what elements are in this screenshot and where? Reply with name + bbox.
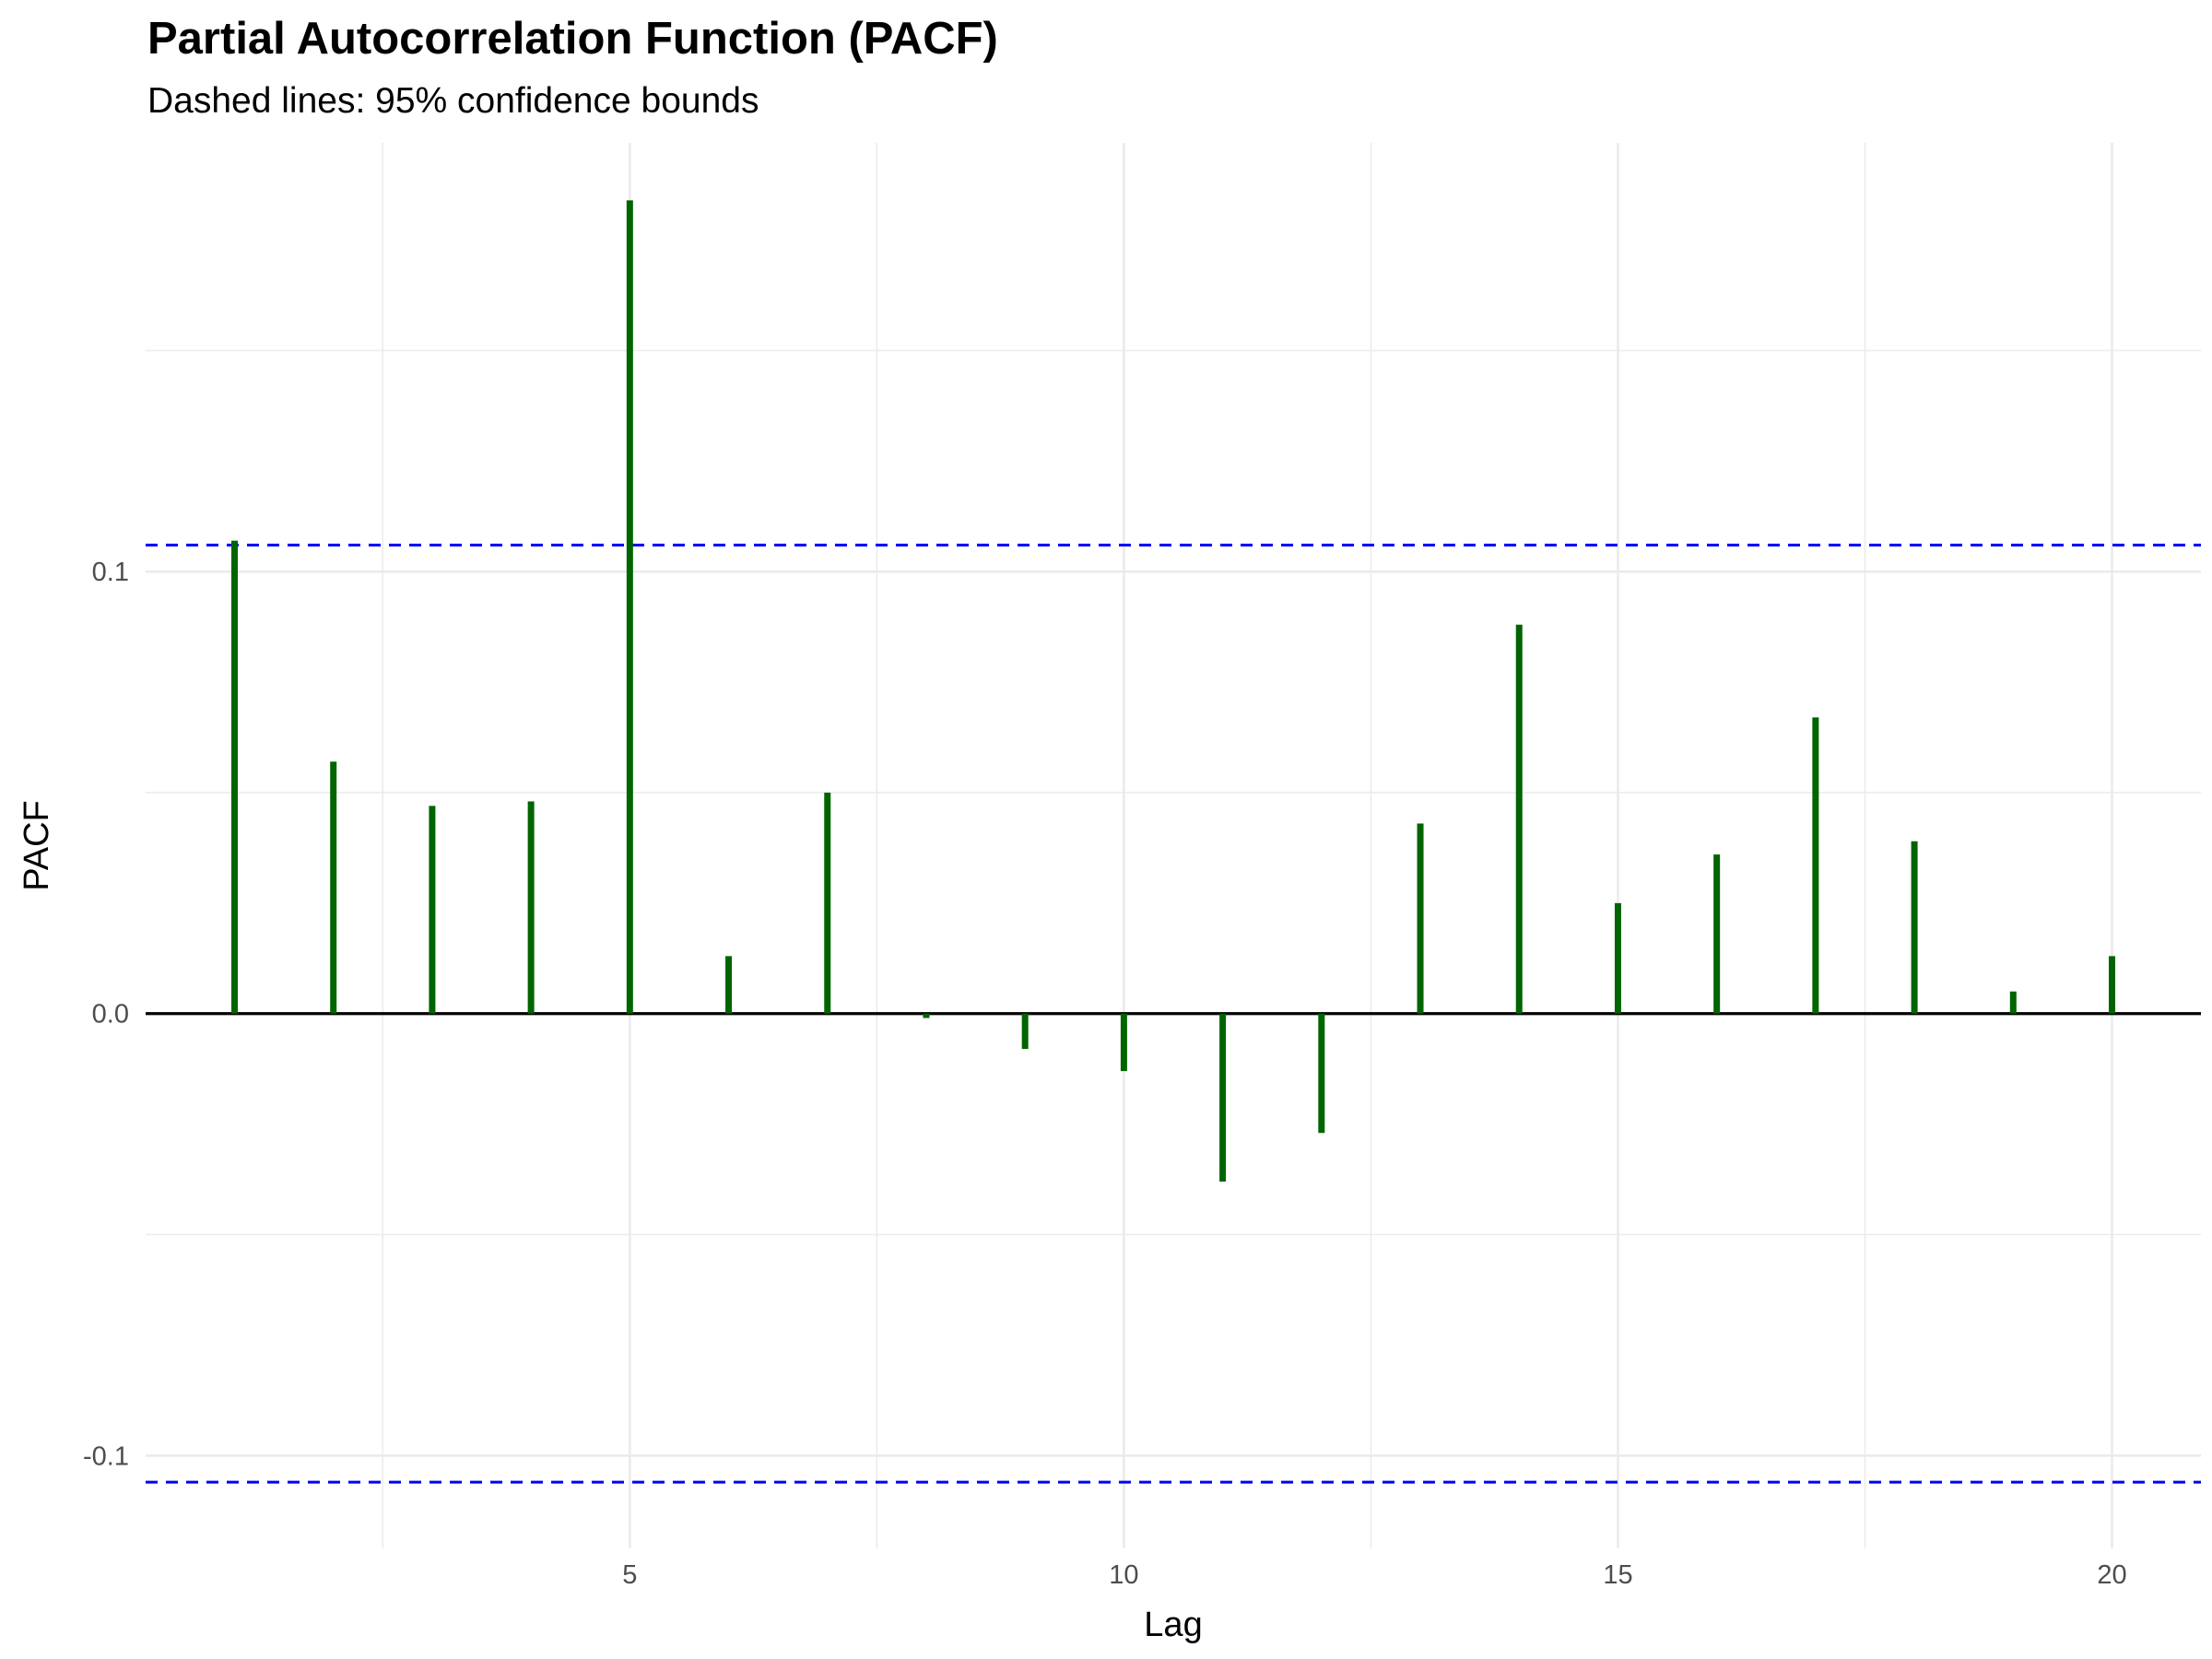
x-tick-label: 20 [2097,1560,2126,1590]
y-axis-title: PACF [18,800,56,891]
pacf-bars [230,200,2116,1182]
x-tick-label: 10 [1109,1560,1138,1590]
grid-lines [146,143,2201,1548]
x-tick-label: 15 [1603,1560,1632,1590]
x-tick-labels: 5 10 15 20 [622,1560,2126,1590]
y-tick-label: 0.0 [92,1000,129,1030]
x-tick-label: 5 [622,1560,637,1590]
y-tick-label: -0.1 [83,1441,129,1471]
y-tick-label: 0.1 [92,558,129,587]
confidence-bounds [146,543,2201,1484]
y-tick-labels: -0.1 0.0 0.1 [83,558,129,1471]
x-axis-title: Lag [1144,1606,1202,1644]
chart-subtitle: Dashed lines: 95% confidence bounds [147,81,759,121]
chart-title: Partial Autocorrelation Function (PACF) [147,14,998,64]
